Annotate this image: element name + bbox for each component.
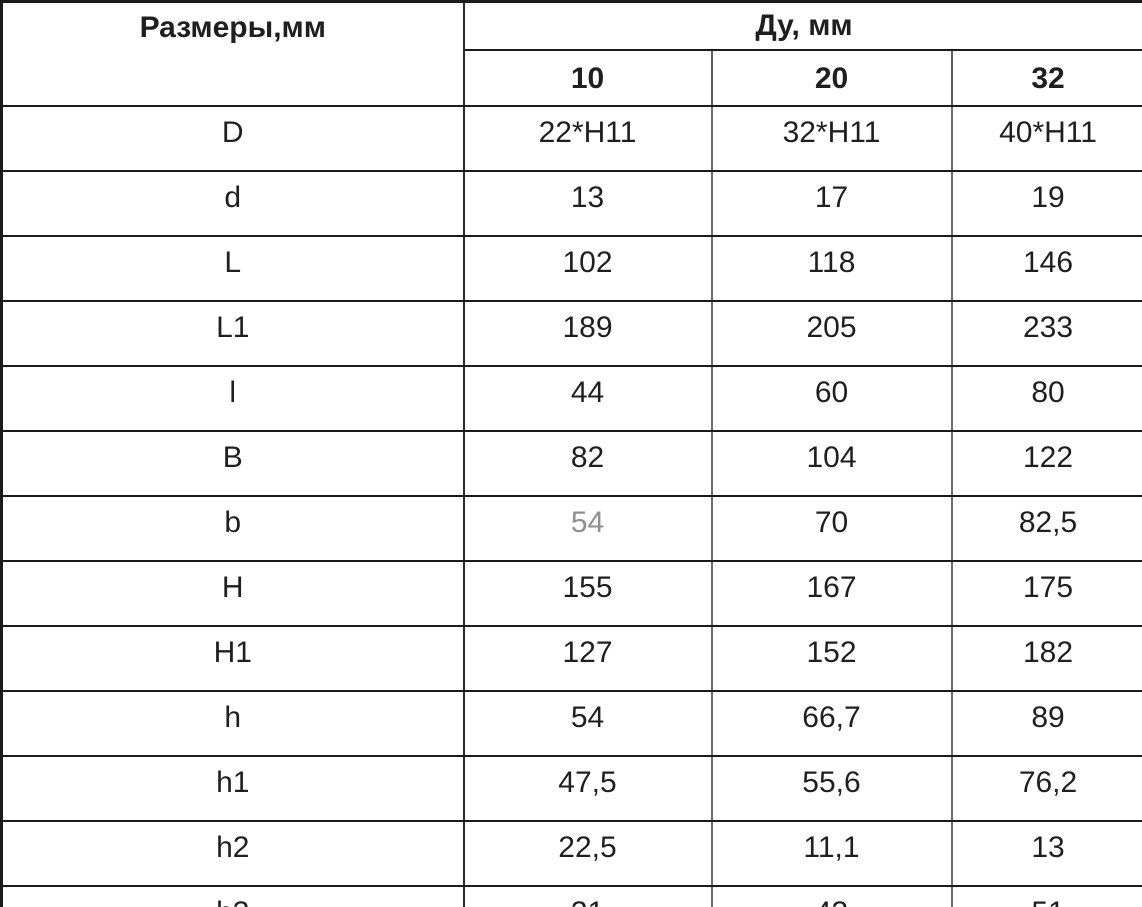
row-label: L <box>1 236 465 302</box>
row-label: h <box>1 691 465 757</box>
table-header: Размеры,мм Ду, мм 10 20 32 <box>1 1 1142 107</box>
value-cell: 32*H11 <box>710 106 952 172</box>
value-cell: 167 <box>710 561 952 627</box>
row-label: L1 <box>1 301 465 367</box>
table-body: D 22*H11 32*H11 40*H11 d 13 17 19 L 102 … <box>1 106 1142 907</box>
header-row-group: Размеры,мм Ду, мм <box>1 1 1142 107</box>
table-row: h2 22,5 11,1 13 <box>1 821 1142 887</box>
value-cell: 76,2 <box>950 756 1142 822</box>
table-row: B 82 104 122 <box>1 431 1142 497</box>
row-label: h1 <box>1 756 465 822</box>
value-cell: 13 <box>462 171 712 237</box>
row-label: b <box>1 496 465 562</box>
value-cell: 54 <box>462 496 712 562</box>
row-label: l <box>1 366 465 432</box>
row-label: h2 <box>1 821 465 887</box>
value-cell: 122 <box>950 431 1142 497</box>
value-cell: 205 <box>710 301 952 367</box>
value-cell: 17 <box>710 171 952 237</box>
value-cell: 11,1 <box>710 821 952 887</box>
value-cell: 127 <box>462 626 712 692</box>
value-cell: 89 <box>950 691 1142 757</box>
table-row: L 102 118 146 <box>1 236 1142 302</box>
corner-header: Размеры,мм <box>1 1 465 107</box>
row-label: D <box>1 106 465 172</box>
value-cell: 66,7 <box>710 691 952 757</box>
value-cell: 82,5 <box>950 496 1142 562</box>
row-label: B <box>1 431 465 497</box>
value-cell: 13 <box>950 821 1142 887</box>
value-cell: 51 <box>950 886 1142 907</box>
value-cell: 155 <box>462 561 712 627</box>
value-cell: 54 <box>462 691 712 757</box>
table-row: H 155 167 175 <box>1 561 1142 627</box>
value-cell: 55,6 <box>710 756 952 822</box>
value-cell: 152 <box>710 626 952 692</box>
col-header-20: 20 <box>710 50 952 107</box>
row-label: h3 <box>1 886 465 907</box>
value-cell: 22*H11 <box>462 106 712 172</box>
col-header-32: 32 <box>950 50 1142 107</box>
value-cell: 70 <box>710 496 952 562</box>
value-cell: 40*H11 <box>950 106 1142 172</box>
table-row: H1 127 152 182 <box>1 626 1142 692</box>
table-row: d 13 17 19 <box>1 171 1142 237</box>
value-cell: 43 <box>710 886 952 907</box>
value-cell: 22,5 <box>462 821 712 887</box>
value-cell: 44 <box>462 366 712 432</box>
value-cell: 189 <box>462 301 712 367</box>
table-row: l 44 60 80 <box>1 366 1142 432</box>
table-row: h1 47,5 55,6 76,2 <box>1 756 1142 822</box>
table-row: h3 31 43 51 <box>1 886 1142 907</box>
value-cell: 80 <box>950 366 1142 432</box>
row-label: H <box>1 561 465 627</box>
value-cell: 60 <box>710 366 952 432</box>
value-cell: 118 <box>710 236 952 302</box>
value-cell: 104 <box>710 431 952 497</box>
row-label: d <box>1 171 465 237</box>
table-row: L1 189 205 233 <box>1 301 1142 367</box>
value-cell: 182 <box>950 626 1142 692</box>
value-cell: 233 <box>950 301 1142 367</box>
col-header-10: 10 <box>462 50 712 107</box>
group-header: Ду, мм <box>463 1 1142 51</box>
value-cell: 146 <box>950 236 1142 302</box>
header-row-columns: 10 20 32 <box>2 50 1142 107</box>
value-cell: 82 <box>462 431 712 497</box>
table-row: D 22*H11 32*H11 40*H11 <box>1 106 1142 172</box>
table-row: h 54 66,7 89 <box>1 691 1142 757</box>
value-cell: 47,5 <box>462 756 712 822</box>
value-cell: 102 <box>462 236 712 302</box>
value-cell: 175 <box>950 561 1142 627</box>
value-cell: 31 <box>462 886 712 907</box>
row-label: H1 <box>1 626 465 692</box>
table-row: b 54 70 82,5 <box>1 496 1142 562</box>
value-cell: 19 <box>950 171 1142 237</box>
